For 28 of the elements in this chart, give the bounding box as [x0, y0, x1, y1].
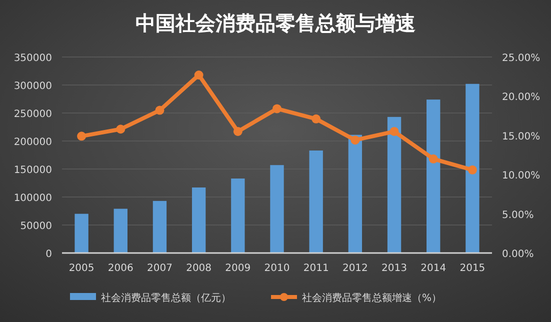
y2-tick-label: 25.00% — [502, 53, 540, 64]
y2-tick-label: 10.00% — [502, 170, 540, 182]
x-tick-label: 2009 — [225, 263, 251, 274]
y2-tick-label: 15.00% — [502, 131, 540, 142]
x-tick-label: 2010 — [264, 263, 290, 274]
x-tick-label: 2007 — [147, 263, 172, 274]
y-tick-label: 50000 — [20, 221, 52, 232]
x-tick-label: 2012 — [342, 263, 368, 274]
y-tick-label: 250000 — [14, 109, 52, 120]
x-tick-label: 2013 — [382, 263, 407, 274]
y-tick-label: 100000 — [14, 193, 52, 204]
y-tick-label: 150000 — [14, 165, 52, 176]
y-tick-label: 300000 — [14, 81, 52, 92]
y2-tick-label: 20.00% — [502, 92, 540, 104]
legend-label: 社会消费品零售总额（亿元） — [101, 292, 231, 304]
x-tick-label: 2011 — [303, 263, 329, 274]
chart-title: 中国社会消费品零售总额与增速 — [136, 11, 416, 35]
y-tick-label: 0 — [46, 249, 52, 260]
y-tick-label: 200000 — [14, 137, 52, 148]
y2-tick-label: 5.00% — [502, 210, 534, 221]
x-tick-label: 2006 — [108, 263, 134, 274]
x-tick-label: 2014 — [420, 263, 446, 274]
y-tick-label: 350000 — [14, 53, 52, 64]
y2-tick-label: 0.00% — [502, 249, 534, 260]
legend-label: 社会消费品零售总额增速（%） — [302, 292, 442, 304]
x-tick-label: 2015 — [460, 263, 486, 274]
x-tick-label: 2005 — [68, 263, 94, 274]
x-tick-label: 2008 — [186, 263, 212, 274]
